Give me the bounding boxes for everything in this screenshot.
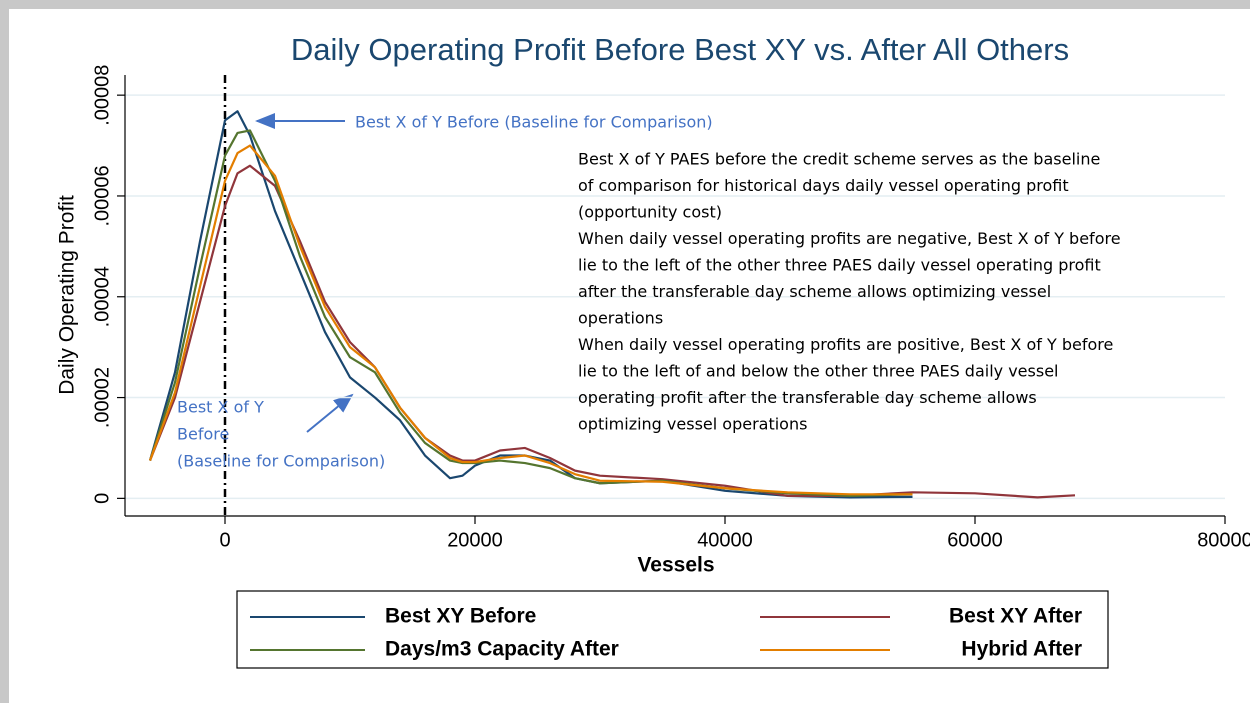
annotation: When daily vessel operating profits are …: [578, 335, 1113, 354]
y-tick-label: .00002: [91, 367, 113, 428]
x-tick-label: 60000: [947, 529, 1003, 551]
annotation: of comparison for historical days daily …: [578, 176, 1069, 195]
legend-label: Days/m3 Capacity After: [385, 638, 619, 661]
legend-label: Best XY Before: [385, 605, 536, 628]
annotation: (opportunity cost): [578, 203, 722, 222]
background: [9, 9, 1250, 703]
annotation: (Baseline for Comparison): [177, 452, 385, 471]
annotation: operations: [578, 309, 663, 328]
annotation: optimizing vessel operations: [578, 415, 807, 434]
legend-label: Hybrid After: [961, 638, 1082, 661]
y-tick-label: .00008: [91, 65, 113, 126]
annotation: lie to the left of the other three PAES …: [578, 256, 1101, 275]
series-line: [148, 164, 1076, 499]
legend-label: Best XY After: [949, 605, 1082, 628]
arrow: [306, 393, 354, 433]
legend-box: [236, 590, 1109, 669]
y-tick-label: .00004: [91, 266, 113, 327]
x-tick-label: 80000: [1197, 529, 1250, 551]
series-line: [148, 144, 913, 496]
annotation: after the transferable day scheme allows…: [578, 282, 1051, 301]
chart-title: Daily Operating Profit Before Best XY vs…: [291, 32, 1069, 67]
annotation: operating profit after the transferable …: [578, 388, 1037, 407]
annotation: Best X of Y: [177, 398, 264, 417]
x-tick-label: 40000: [697, 529, 753, 551]
annotation: Best X of Y PAES before the credit schem…: [578, 150, 1100, 169]
annotation: Best X of Y Before (Baseline for Compari…: [355, 113, 713, 132]
y-axis-title: Daily Operating Profit: [56, 195, 79, 395]
x-axis-title: Vessels: [637, 554, 714, 577]
y-tick-label: 0: [91, 493, 113, 504]
annotation: lie to the left of and below the other t…: [578, 362, 1058, 381]
y-tick-label: .00006: [91, 165, 113, 226]
annotation: When daily vessel operating profits are …: [578, 229, 1121, 248]
x-tick-label: 20000: [447, 529, 503, 551]
x-tick-label: 0: [219, 529, 230, 551]
annotation: Before: [177, 425, 229, 444]
